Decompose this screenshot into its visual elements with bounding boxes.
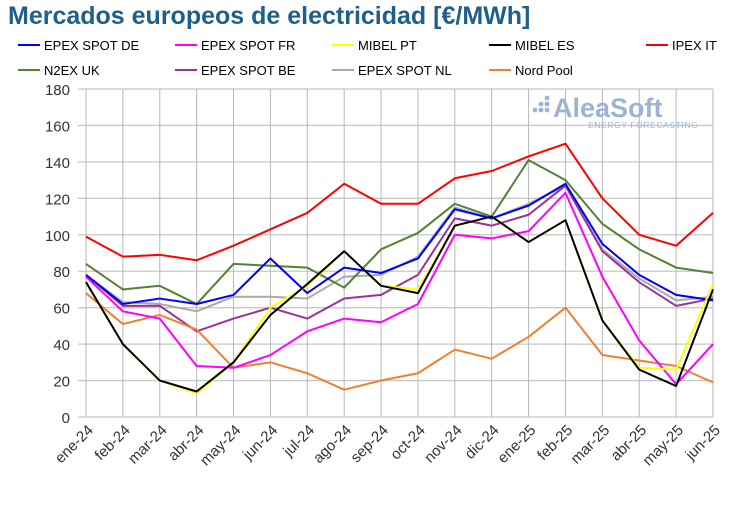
legend-item: IPEX IT [646, 38, 717, 53]
legend-item: EPEX SPOT BE [175, 63, 296, 78]
legend-label: EPEX SPOT NL [358, 63, 452, 78]
y-tick-label: 140 [45, 155, 70, 172]
x-tick-label: ene-25 [494, 422, 539, 467]
legend-item: MIBEL PT [332, 38, 417, 53]
legend-label: IPEX IT [672, 38, 717, 53]
series-line-ipex-it [85, 142, 714, 262]
legend-item: Nord Pool [489, 63, 573, 78]
x-tick-label: ago-24 [310, 422, 355, 467]
legend-label: MIBEL PT [358, 38, 417, 53]
y-tick-label: 20 [53, 374, 70, 391]
x-tick-label: mar-24 [125, 422, 171, 468]
svg-text:ENERGY FORECASTING: ENERGY FORECASTING [588, 120, 698, 130]
y-tick-label: 60 [53, 301, 70, 318]
x-tick-label: mar-25 [568, 422, 614, 468]
series-line-epex-spot-fr [85, 191, 714, 386]
legend-label: EPEX SPOT DE [44, 38, 139, 53]
x-tick-label: may-24 [197, 422, 244, 469]
legend-item: EPEX SPOT FR [175, 38, 295, 53]
series-line-n2ex-uk [85, 159, 714, 306]
x-tick-label: oct-24 [387, 422, 429, 464]
y-tick-label: 160 [45, 118, 70, 135]
y-tick-label: 0 [62, 410, 70, 427]
y-tick-label: 120 [45, 191, 70, 208]
series-line-mibel-es [85, 215, 714, 393]
y-tick-label: 80 [53, 264, 70, 281]
series-line-nord-pool [85, 292, 714, 391]
legend-item: MIBEL ES [489, 38, 575, 53]
legend-label: MIBEL ES [515, 38, 575, 53]
x-tick-label: may-25 [640, 422, 687, 469]
x-tick-label: jun-24 [239, 422, 281, 464]
legend-label: Nord Pool [515, 63, 573, 78]
legend-item: EPEX SPOT DE [18, 38, 139, 53]
legend-item: EPEX SPOT NL [332, 63, 452, 78]
svg-text:AleaSoft: AleaSoft [553, 93, 663, 123]
x-tick-label: ene-24 [52, 422, 97, 467]
x-tick-label: jun-25 [682, 422, 724, 464]
y-tick-label: 40 [53, 337, 70, 354]
y-tick-label: 180 [45, 82, 70, 99]
y-tick-label: 100 [45, 228, 70, 245]
legend-label: EPEX SPOT BE [201, 63, 296, 78]
legend-label: EPEX SPOT FR [201, 38, 295, 53]
legend-label: N2EX UK [44, 63, 100, 78]
x-tick-label: nov-24 [421, 422, 465, 466]
chart-title: Mercados europeos de electricidad [€/MWh… [8, 2, 531, 30]
series-line-epex-spot-de [85, 182, 714, 306]
x-tick-label: sep-24 [347, 422, 391, 466]
legend-item: N2EX UK [18, 63, 100, 78]
